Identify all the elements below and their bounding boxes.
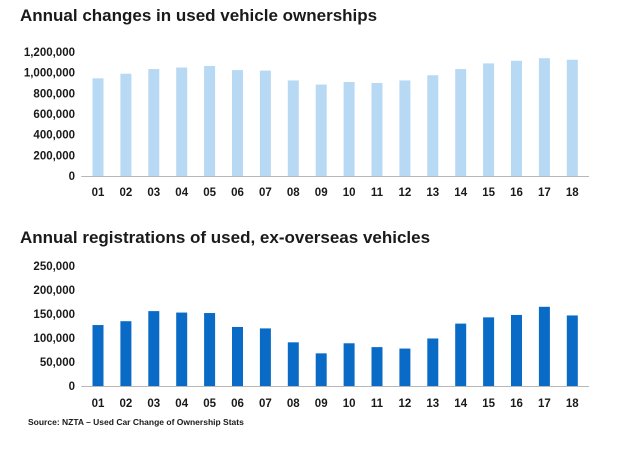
x-tick-label: 14 [454, 187, 467, 199]
bar [315, 353, 327, 386]
bar [204, 313, 216, 386]
x-tick-label: 05 [203, 187, 216, 199]
bar [204, 65, 216, 176]
y-tick-label: 0 [69, 381, 75, 393]
x-tick-label: 17 [538, 398, 551, 410]
bar [483, 317, 495, 386]
bar [232, 326, 243, 386]
bar [427, 338, 439, 386]
bar [427, 75, 439, 176]
x-tick-label: 07 [259, 187, 272, 199]
y-tick-label: 800,000 [33, 88, 75, 100]
bar [343, 81, 355, 176]
bar [483, 63, 495, 176]
bar [455, 323, 467, 386]
registrations-bar-chart: 0 50,000 100,000 150,000 200,000 250,000 01 02 0… [33, 261, 590, 410]
x-tick-label: 15 [482, 187, 495, 199]
y-tick-label: 150,000 [33, 309, 75, 321]
bar [92, 78, 104, 176]
y-tick-label: 100,000 [33, 333, 75, 345]
bar [538, 306, 550, 386]
x-tick-label: 10 [343, 398, 356, 410]
x-tick-label: 16 [510, 187, 523, 199]
x-tick-label: 12 [399, 398, 412, 410]
bar [399, 348, 411, 386]
x-tick-label: 11 [371, 398, 384, 410]
x-tick-label: 10 [343, 187, 356, 199]
bar [259, 328, 271, 386]
bar [176, 67, 188, 176]
x-tick-label: 02 [120, 398, 133, 410]
x-tick-label: 17 [538, 187, 551, 199]
bar [455, 69, 467, 176]
bar [315, 84, 327, 176]
x-tick-label: 14 [454, 398, 467, 410]
bar [259, 70, 271, 176]
bar [287, 80, 299, 176]
x-tick-label: 02 [120, 187, 133, 199]
bar [511, 60, 522, 176]
y-tick-label: 200,000 [33, 285, 75, 297]
x-tick-label: 03 [147, 187, 160, 199]
chart-title: Annual changes in used vehicle ownership… [20, 6, 378, 25]
bar [399, 80, 411, 176]
x-tick-label: 07 [259, 398, 272, 410]
x-tick-label: 03 [147, 398, 160, 410]
bar [120, 73, 132, 176]
x-tick-label: 18 [566, 187, 579, 199]
bar [176, 312, 188, 386]
bar [566, 315, 578, 386]
x-tick-label: 13 [426, 187, 439, 199]
x-tick-label: 04 [175, 398, 188, 410]
bar [371, 83, 383, 176]
bar [371, 347, 383, 386]
x-tick-label: 16 [510, 398, 523, 410]
x-tick-label: 13 [426, 398, 439, 410]
bar [343, 343, 355, 386]
y-tick-label: 400,000 [33, 130, 75, 142]
x-tick-label: 09 [315, 398, 328, 410]
x-tick-label: 09 [315, 187, 328, 199]
x-tick-label: 01 [92, 187, 105, 199]
x-tick-label: 04 [175, 187, 188, 199]
y-tick-label: 200,000 [33, 150, 75, 162]
y-tick-label: 1,000,000 [24, 68, 75, 80]
x-tick-label: 18 [566, 398, 579, 410]
source-note: Source: NZTA – Used Car Change of Owners… [28, 417, 244, 427]
x-tick-label: 11 [371, 187, 384, 199]
y-tick-label: 0 [69, 171, 75, 183]
bar [148, 69, 160, 176]
y-tick-label: 250,000 [33, 261, 75, 273]
x-tick-label: 05 [203, 398, 216, 410]
x-tick-label: 08 [287, 187, 300, 199]
bar [538, 58, 550, 177]
bar [92, 325, 104, 386]
bar [120, 321, 132, 386]
x-tick-label: 01 [92, 398, 105, 410]
bar [287, 342, 299, 386]
x-tick-label: 12 [399, 187, 412, 199]
x-tick-label: 08 [287, 398, 300, 410]
x-tick-label: 06 [231, 187, 244, 199]
y-tick-label: 600,000 [33, 109, 75, 121]
bar [148, 311, 160, 386]
bar [511, 314, 522, 386]
x-tick-label: 15 [482, 398, 495, 410]
bar [566, 59, 578, 176]
y-tick-label: 50,000 [40, 357, 75, 369]
ownership-bar-chart: 0 200,000 400,000 600,000 800,000 1,000,000 1,… [24, 47, 590, 199]
bar [232, 70, 243, 176]
x-tick-label: 06 [231, 398, 244, 410]
y-tick-label: 1,200,000 [24, 47, 75, 59]
chart-title: Annual registrations of used, ex-oversea… [20, 228, 431, 247]
